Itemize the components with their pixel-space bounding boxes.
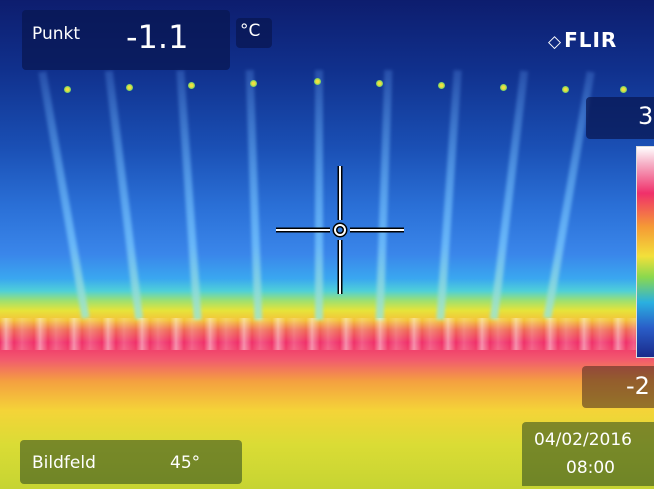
spot-unit: °C — [240, 21, 261, 41]
scale-max-box: 3 — [586, 97, 654, 139]
flir-logo-icon: ◇ FLIR — [548, 28, 617, 52]
warm-spot — [376, 80, 383, 87]
spot-label: Punkt — [32, 24, 81, 44]
scale-max-value: 3 — [638, 102, 654, 130]
scale-min-box: -2 — [582, 366, 654, 408]
thermal-streak — [489, 70, 529, 320]
thermal-streak — [315, 70, 323, 320]
thermal-streak — [245, 69, 263, 321]
date-text: 04/02/2016 — [534, 430, 632, 450]
flir-logo-mark: ◇ — [548, 32, 563, 52]
spot-value: -1.1 — [126, 18, 189, 56]
thermal-streak — [436, 70, 462, 320]
temperature-scale-bar — [636, 146, 654, 358]
warm-spot — [620, 86, 627, 93]
hot-band — [0, 318, 654, 350]
scale-min-value: -2 — [626, 372, 650, 400]
thermal-streak — [104, 70, 144, 320]
warm-spot — [250, 80, 257, 87]
timestamp-readout: 04/02/2016 08:00 — [522, 422, 654, 486]
thermal-streak — [176, 70, 202, 320]
warm-spot — [438, 82, 445, 89]
warm-spot — [188, 82, 195, 89]
warm-spot — [314, 78, 321, 85]
spot-unit-box: °C — [236, 18, 272, 48]
warm-spot — [562, 86, 569, 93]
field-of-view-readout: Bildfeld 45° — [20, 440, 242, 484]
warm-spot — [500, 84, 507, 91]
warm-spot — [126, 84, 133, 91]
spot-readout: Punkt -1.1 — [22, 10, 230, 70]
flir-logo-text: FLIR — [564, 28, 618, 52]
warm-spot — [64, 86, 71, 93]
crosshair-icon — [276, 166, 404, 294]
thermal-streak — [38, 71, 90, 319]
field-of-view-label: Bildfeld — [32, 453, 96, 473]
time-text: 08:00 — [566, 458, 615, 478]
field-of-view-value: 45° — [170, 453, 201, 473]
